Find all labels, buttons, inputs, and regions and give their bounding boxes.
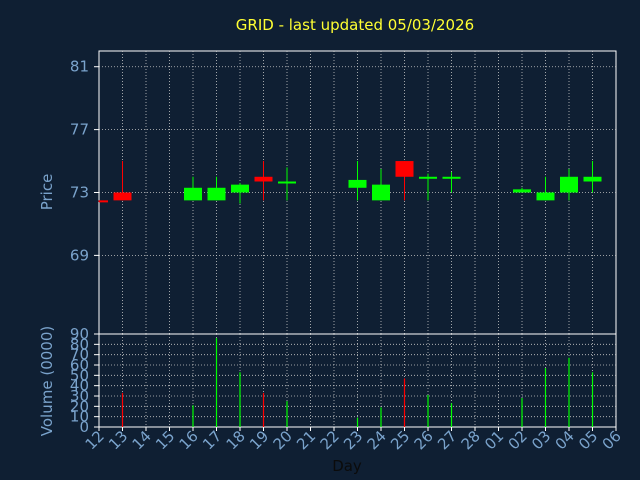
- x-tick-label: 16: [176, 427, 202, 453]
- x-tick-label: 22: [317, 427, 343, 453]
- x-tick-label: 13: [105, 427, 131, 453]
- x-tick-label: 23: [340, 427, 366, 453]
- price-tick-label: 73: [70, 184, 89, 202]
- x-tick-labels: 1213141516171819202122232425262728010203…: [82, 427, 625, 453]
- x-tick-label: 28: [458, 427, 484, 453]
- candle-body: [536, 192, 555, 201]
- volume-tick-label: 80: [70, 335, 89, 353]
- candle-body: [395, 161, 414, 177]
- volume-tick-label: 70: [70, 346, 89, 364]
- price-axis-label: Price: [38, 174, 56, 211]
- volume-tick-label: 10: [70, 408, 89, 426]
- price-panel: 69 73 77 81: [70, 50, 617, 335]
- chart-title: GRID - last updated 05/03/2026: [236, 16, 474, 34]
- x-tick-label: 20: [270, 427, 296, 453]
- candle-body: [113, 192, 132, 201]
- volume-axis-label: Volume (0000): [38, 326, 56, 436]
- volume-tick-label: 40: [70, 377, 89, 395]
- candle-body: [278, 181, 296, 184]
- x-tick-label: 25: [387, 427, 413, 453]
- candle-body: [442, 176, 461, 179]
- x-tick-label: 04: [552, 427, 578, 453]
- price-tick-label: 77: [70, 121, 89, 139]
- x-tick-label: 15: [152, 427, 178, 453]
- volume-tick-label: 30: [70, 387, 89, 405]
- price-tick-label: 69: [70, 246, 89, 264]
- candle-body: [419, 176, 437, 179]
- candle-body: [99, 200, 108, 203]
- candle-body: [560, 176, 578, 193]
- x-tick-label: 21: [293, 427, 319, 453]
- price-tick-label: 81: [70, 58, 89, 76]
- candle-body: [583, 176, 602, 182]
- x-tick-label: 03: [528, 427, 554, 453]
- x-tick-label: 06: [599, 427, 625, 453]
- x-tick-label: 18: [223, 427, 249, 453]
- x-axis-label: Day: [332, 457, 362, 475]
- candle-body: [254, 176, 273, 182]
- volume-tick-label: 0: [79, 418, 89, 436]
- x-tick-label: 01: [481, 427, 507, 453]
- x-tick-label: 19: [246, 427, 272, 453]
- candle-body: [513, 189, 531, 193]
- volume-tick-label: 90: [70, 325, 89, 343]
- x-tick-label: 26: [411, 427, 437, 453]
- candle-body: [348, 179, 367, 188]
- volume-tick-label: 60: [70, 356, 89, 374]
- candle-body: [184, 187, 202, 201]
- volume-tick-label: 50: [70, 366, 89, 384]
- x-tick-label: 17: [199, 427, 225, 453]
- volume-plot-area: [98, 333, 617, 428]
- candle-body: [231, 184, 249, 193]
- x-tick-label: 27: [434, 427, 460, 453]
- x-tick-label: 24: [364, 427, 390, 453]
- candle-body: [372, 184, 390, 201]
- x-tick-label: 14: [129, 427, 155, 453]
- x-tick-label: 05: [575, 427, 601, 453]
- candle-body: [207, 187, 226, 201]
- x-tick-label: 02: [505, 427, 531, 453]
- volume-tick-label: 20: [70, 397, 89, 415]
